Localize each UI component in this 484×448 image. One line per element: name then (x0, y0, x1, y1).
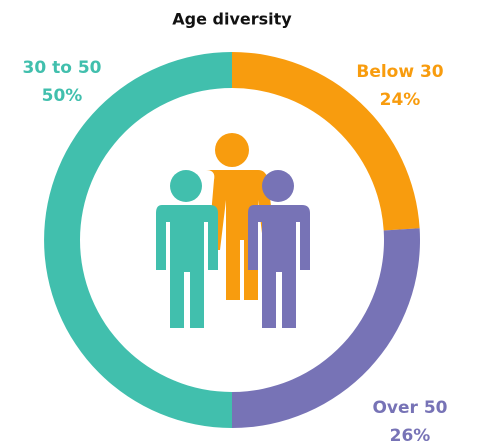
value-label: 50% (42, 86, 83, 106)
value-label: 24% (380, 90, 421, 110)
value-label: 26% (390, 426, 431, 444)
donut-segment (44, 52, 233, 428)
category-label: Below 30 (356, 62, 443, 82)
donut-segment (232, 52, 420, 231)
chart-title: Age diversity (172, 10, 292, 29)
donut-segment (232, 228, 420, 428)
category-label: Over 50 (372, 398, 447, 418)
people-icon (156, 133, 310, 328)
category-label: 30 to 50 (23, 58, 102, 78)
